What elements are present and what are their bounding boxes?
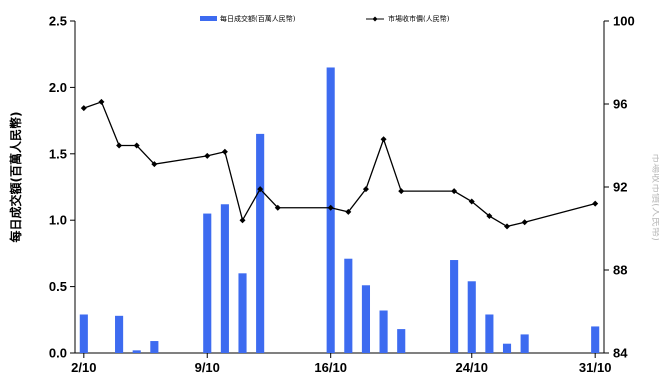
bar <box>344 258 353 353</box>
axis-titles: 每日成交額(百萬人民幣) 市場收市價(人民幣) <box>8 112 659 243</box>
price-marker <box>504 223 511 230</box>
bar <box>591 326 600 353</box>
price-marker <box>204 152 211 159</box>
price-marker <box>80 105 87 112</box>
price-marker <box>451 188 458 195</box>
price-marker <box>274 204 281 211</box>
price-marker <box>592 200 599 207</box>
price-marker <box>257 186 264 193</box>
left-y-axis: 0.0 0.5 1.0 1.5 2.0 2.5 <box>49 14 76 361</box>
left-tick-label: 0.5 <box>49 279 67 294</box>
bar <box>203 213 212 353</box>
price-marker <box>380 136 387 143</box>
right-tick-label: 88 <box>613 263 627 278</box>
left-tick-label: 1.0 <box>49 213 67 228</box>
price-marker <box>521 219 528 226</box>
right-tick-label: 100 <box>613 14 635 29</box>
bar <box>220 204 229 353</box>
left-tick-label: 2.5 <box>49 14 67 29</box>
price-marker <box>221 148 228 155</box>
price-marker <box>239 217 246 224</box>
price-marker <box>327 204 334 211</box>
price-marker <box>486 213 493 220</box>
bar <box>238 273 247 353</box>
bar <box>397 329 406 353</box>
bar <box>361 285 371 353</box>
bar <box>450 260 459 353</box>
price-marker <box>468 198 475 205</box>
right-axis-title: 市場收市價(人民幣) <box>650 153 659 241</box>
left-tick-label: 0.0 <box>49 346 67 361</box>
line-series <box>80 98 599 230</box>
legend-bar-label: 每日成交額(百萬人民幣) <box>220 14 296 23</box>
price-marker <box>398 188 405 195</box>
legend-bar-swatch <box>200 16 217 21</box>
bar <box>79 314 88 353</box>
price-marker <box>98 98 105 105</box>
price-line <box>83 101 596 228</box>
price-marker <box>345 208 352 215</box>
price-marker <box>151 161 158 168</box>
legend: 每日成交額(百萬人民幣) 市場收市價(人民幣) <box>200 14 450 23</box>
legend-line-label: 市場收市價(人民幣) <box>388 14 450 23</box>
bar <box>379 310 388 353</box>
x-tick-label: 24/10 <box>455 360 488 375</box>
x-axis: 2/10 9/10 16/10 24/10 31/10 <box>71 352 612 375</box>
left-tick-label: 2.0 <box>49 80 67 95</box>
left-axis-title: 每日成交額(百萬人民幣) <box>8 112 23 243</box>
legend-line-marker <box>372 16 378 22</box>
x-tick-label: 9/10 <box>195 360 220 375</box>
price-marker <box>133 142 140 149</box>
right-y-axis: 84 88 92 96 100 <box>603 14 635 361</box>
bar <box>467 281 476 353</box>
x-tick-label: 2/10 <box>71 360 96 375</box>
bar <box>502 343 512 353</box>
right-tick-label: 96 <box>613 97 627 112</box>
x-tick-label: 16/10 <box>314 360 347 375</box>
right-tick-label: 92 <box>613 180 627 195</box>
left-tick-label: 1.5 <box>49 146 67 161</box>
bar <box>150 341 159 353</box>
price-marker <box>362 186 369 193</box>
right-tick-label: 84 <box>613 346 628 361</box>
bar <box>256 133 265 353</box>
bar <box>520 334 529 353</box>
x-tick-label: 31/10 <box>579 360 612 375</box>
bar <box>485 314 494 353</box>
bar <box>132 350 141 353</box>
price-marker <box>116 142 123 149</box>
bar <box>115 315 124 353</box>
